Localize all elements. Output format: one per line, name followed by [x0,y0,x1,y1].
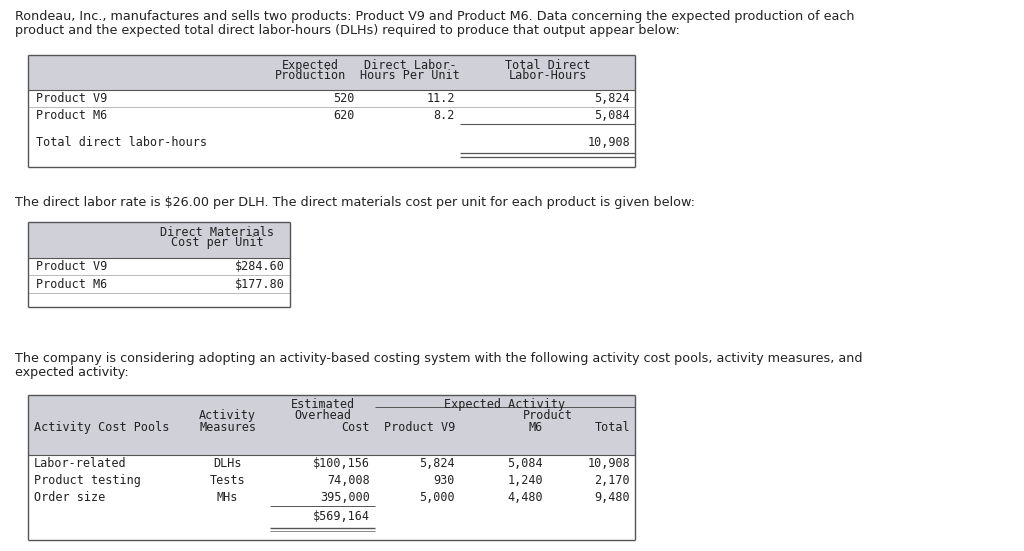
Bar [28,395,635,455]
Text: Total: Total [594,421,630,434]
Text: MHs: MHs [217,491,239,504]
Bar [28,222,290,258]
Text: product and the expected total direct labor-hours (DLHs) required to produce tha: product and the expected total direct la… [15,24,680,37]
Text: 10,908: 10,908 [587,457,630,470]
Text: Product: Product [522,409,572,422]
Text: $100,156: $100,156 [313,457,370,470]
Text: Estimated: Estimated [291,398,354,411]
Text: 1,240: 1,240 [507,474,543,487]
Text: The company is considering adopting an activity-based costing system with the fo: The company is considering adopting an a… [15,352,862,365]
Text: Cost per Unit: Cost per Unit [171,236,264,249]
Text: $569,164: $569,164 [313,510,370,522]
Text: Product V9: Product V9 [384,421,455,434]
Text: 5,084: 5,084 [507,457,543,470]
Text: Labor-related: Labor-related [34,457,127,470]
Bar [28,55,635,90]
Text: 5,084: 5,084 [594,109,630,122]
Text: Order size: Order size [34,491,105,504]
Text: 520: 520 [334,92,355,105]
Text: 2,170: 2,170 [594,474,630,487]
Text: 620: 620 [334,109,355,122]
Text: Product M6: Product M6 [36,278,108,290]
Text: The direct labor rate is $26.00 per DLH. The direct materials cost per unit for : The direct labor rate is $26.00 per DLH.… [15,196,695,209]
Text: $284.60: $284.60 [236,260,285,273]
Text: Expected Activity: Expected Activity [444,398,565,411]
Text: Tests: Tests [210,474,246,487]
Text: 11.2: 11.2 [427,92,455,105]
Text: M6: M6 [528,421,543,434]
Text: 5,824: 5,824 [420,457,455,470]
Text: Product testing: Product testing [34,474,141,487]
Text: Direct Labor-: Direct Labor- [364,59,457,72]
Text: DLHs: DLHs [213,457,242,470]
Text: Direct Materials: Direct Materials [161,226,274,239]
Text: 4,480: 4,480 [507,491,543,504]
Text: 395,000: 395,000 [321,491,370,504]
Text: Product V9: Product V9 [36,260,108,273]
Text: 9,480: 9,480 [594,491,630,504]
Text: Activity: Activity [199,409,256,422]
Text: Activity Cost Pools: Activity Cost Pools [34,421,169,434]
Text: Overhead: Overhead [294,409,351,422]
Text: $177.80: $177.80 [236,278,285,290]
Text: 74,008: 74,008 [328,474,370,487]
Text: 5,824: 5,824 [594,92,630,105]
Text: Product M6: Product M6 [36,109,108,122]
Text: 930: 930 [433,474,455,487]
Text: Total direct labor-hours: Total direct labor-hours [36,136,207,149]
Text: Hours Per Unit: Hours Per Unit [360,69,460,82]
Text: 8.2: 8.2 [433,109,455,122]
Text: 10,908: 10,908 [587,136,630,149]
Text: 5,000: 5,000 [420,491,455,504]
Text: Production: Production [274,69,346,82]
Text: expected activity:: expected activity: [15,366,129,379]
Text: Product V9: Product V9 [36,92,108,105]
Text: Expected: Expected [282,59,339,72]
Text: Total Direct: Total Direct [505,59,590,72]
Text: Labor-Hours: Labor-Hours [508,69,587,82]
Text: Rondeau, Inc., manufactures and sells two products: Product V9 and Product M6. D: Rondeau, Inc., manufactures and sells tw… [15,10,854,23]
Text: Measures: Measures [199,421,256,434]
Text: Cost: Cost [341,421,370,434]
